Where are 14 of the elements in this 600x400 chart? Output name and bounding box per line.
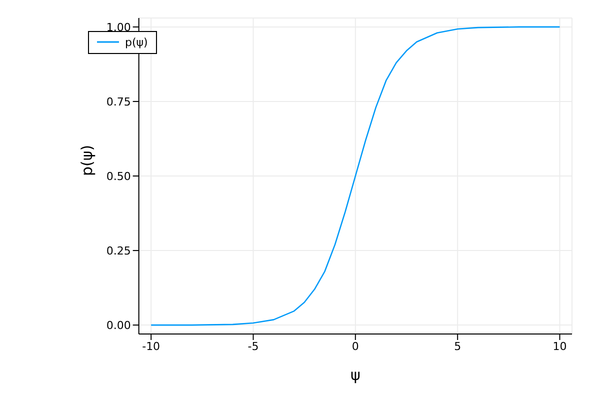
line-series [150, 26, 560, 326]
y-axis-title: p(ψ) [78, 144, 96, 176]
x-tick-label: 0 [352, 340, 359, 353]
x-axis-title: ψ [350, 366, 360, 384]
legend-label: p(ψ) [125, 36, 148, 48]
y-tick-label: 0.50 [106, 170, 131, 183]
x-tick-label: -10 [142, 340, 160, 353]
x-tick-label: -5 [248, 340, 259, 353]
x-tick-label: 10 [552, 340, 567, 353]
y-tick-label: 0.25 [106, 244, 131, 258]
x-tick-label: 5 [454, 340, 462, 353]
y-tick-label: 0.75 [106, 95, 131, 108]
y-tick-label: 0.00 [106, 318, 131, 332]
y-tick-label: 1.00 [106, 20, 131, 34]
